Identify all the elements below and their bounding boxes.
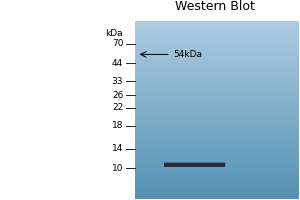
Text: Western Blot: Western Blot	[176, 0, 255, 13]
Text: 54kDa: 54kDa	[174, 50, 203, 59]
Text: 26: 26	[112, 91, 123, 100]
Text: 14: 14	[112, 144, 123, 153]
Text: 18: 18	[112, 121, 123, 130]
Text: 10: 10	[112, 164, 123, 173]
Text: 44: 44	[112, 59, 123, 68]
Text: 70: 70	[112, 39, 123, 48]
FancyBboxPatch shape	[164, 163, 225, 167]
Text: 33: 33	[112, 77, 123, 86]
Text: kDa: kDa	[106, 29, 123, 38]
Text: 22: 22	[112, 103, 123, 112]
